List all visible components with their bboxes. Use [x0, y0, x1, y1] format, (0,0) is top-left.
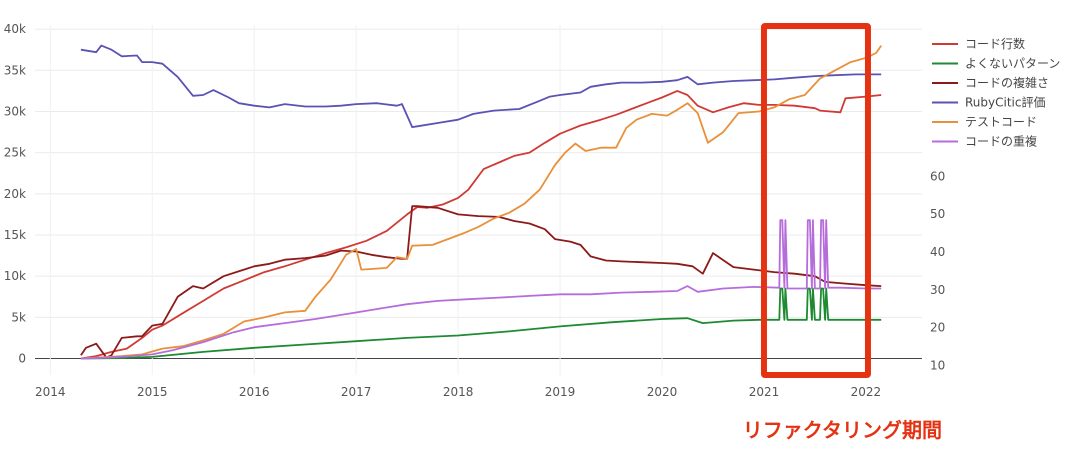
- x-tick-label: 2018: [443, 385, 474, 399]
- highlight-box: [760, 23, 871, 378]
- y-tick-label: 15k: [4, 228, 26, 242]
- y2-axis: 10 20 30 40 50 60: [930, 169, 945, 372]
- y-tick-label: 25k: [4, 146, 26, 160]
- legend-label: コード行数: [965, 36, 1025, 51]
- y-axis: 0 5k 10k 15k 20k 25k 30k 35k 40k: [4, 22, 26, 365]
- legend-label: テストコード: [965, 115, 1037, 129]
- y-tick-label: 5k: [11, 310, 26, 324]
- x-tick-label: 2017: [341, 385, 372, 399]
- series-line-2: [80, 287, 882, 360]
- y2-tick-label: 50: [930, 207, 945, 221]
- y-tick-label: 30k: [4, 104, 26, 118]
- refactoring-highlight: リファクタリング期間: [743, 23, 942, 442]
- x-tick-label: 2015: [137, 385, 168, 399]
- x-tick-label: 2021: [749, 385, 780, 399]
- y2-tick-label: 40: [930, 245, 945, 259]
- y-tick-label: 0: [18, 352, 26, 366]
- series-line-6: [80, 219, 882, 360]
- legend-label: コードの複雑さ: [965, 75, 1049, 90]
- y-tick-label: 20k: [4, 187, 26, 201]
- x-tick-label: 2020: [647, 385, 678, 399]
- series-line-3: [80, 205, 882, 359]
- series-line-1: [80, 90, 882, 360]
- x-tick-label: 2019: [545, 385, 576, 399]
- legend-label: RubyCitic評価: [965, 95, 1045, 110]
- series-line-4: [80, 44, 882, 128]
- legend-label: よくないパターン: [965, 57, 1060, 71]
- x-tick-label: 2014: [35, 385, 66, 399]
- x-axis: 2014 2015 2016 2017 2018 2019 2020 2021 2022: [35, 385, 881, 399]
- y-tick-label: 10k: [4, 269, 26, 283]
- y2-tick-label: 60: [930, 169, 945, 183]
- y2-tick-label: 30: [930, 283, 945, 297]
- x-tick-label: 2022: [851, 385, 882, 399]
- y-tick-label: 40k: [4, 22, 26, 36]
- highlight-annotation: リファクタリング期間: [743, 418, 942, 442]
- y2-tick-label: 20: [930, 321, 945, 335]
- x-tick-label: 2016: [239, 385, 270, 399]
- y2-tick-label: 10: [930, 359, 945, 373]
- legend-label: コードの重複: [965, 134, 1037, 149]
- y-tick-label: 35k: [4, 63, 26, 77]
